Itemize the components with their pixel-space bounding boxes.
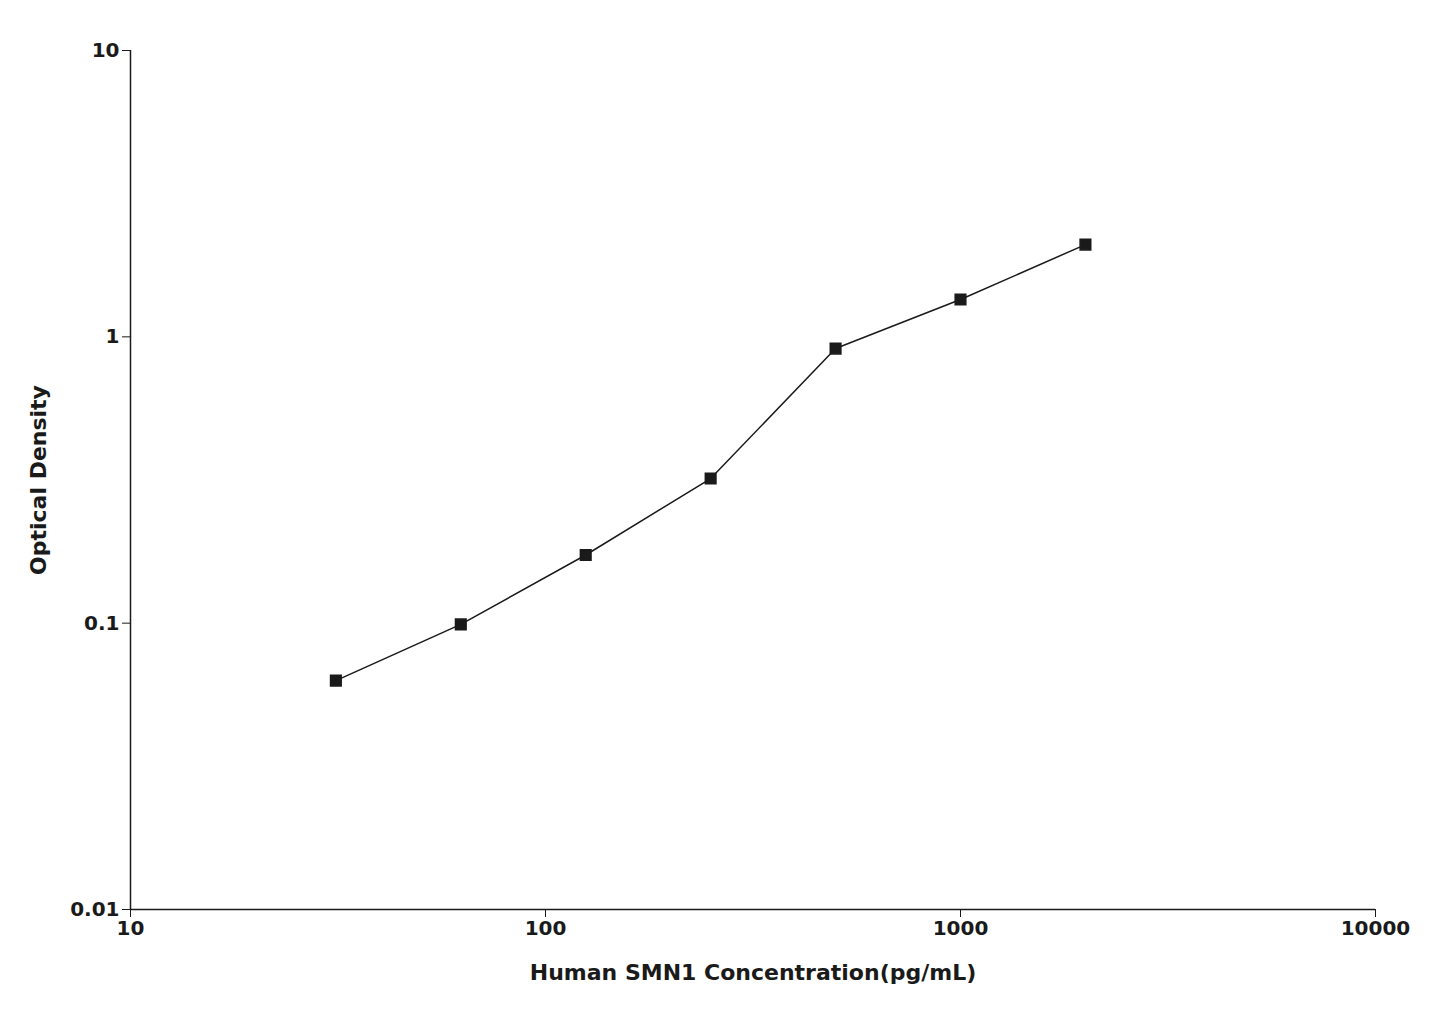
- svg-text:10: 10: [117, 916, 145, 940]
- svg-text:1000: 1000: [933, 916, 989, 940]
- svg-text:100: 100: [525, 916, 567, 940]
- svg-text:10: 10: [92, 38, 120, 62]
- svg-text:0.01: 0.01: [70, 897, 119, 921]
- svg-text:10000: 10000: [1341, 916, 1411, 940]
- svg-text:0.1: 0.1: [84, 611, 119, 635]
- svg-text:Human SMN1 Concentration(pg/mL: Human SMN1 Concentration(pg/mL): [530, 960, 976, 985]
- svg-text:1: 1: [106, 324, 120, 348]
- svg-text:Optical Density: Optical Density: [26, 385, 51, 575]
